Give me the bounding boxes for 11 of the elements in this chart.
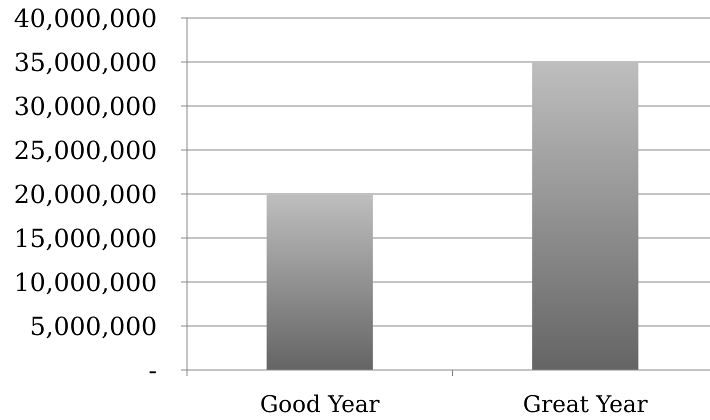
y-tick-label: 30,000,000 (14, 92, 157, 121)
y-tick-label: 35,000,000 (14, 48, 157, 77)
y-tick-label: 10,000,000 (14, 268, 157, 297)
y-tick-label: 5,000,000 (30, 312, 157, 341)
x-tick-label: Great Year (522, 392, 648, 418)
y-tick-label: 20,000,000 (14, 180, 157, 209)
y-tick-label: 15,000,000 (14, 224, 157, 253)
x-tick-label: Good Year (260, 392, 380, 418)
y-tick-label: 40,000,000 (14, 4, 157, 33)
y-tick-label: - (148, 356, 157, 385)
y-tick-label: 25,000,000 (14, 136, 157, 165)
